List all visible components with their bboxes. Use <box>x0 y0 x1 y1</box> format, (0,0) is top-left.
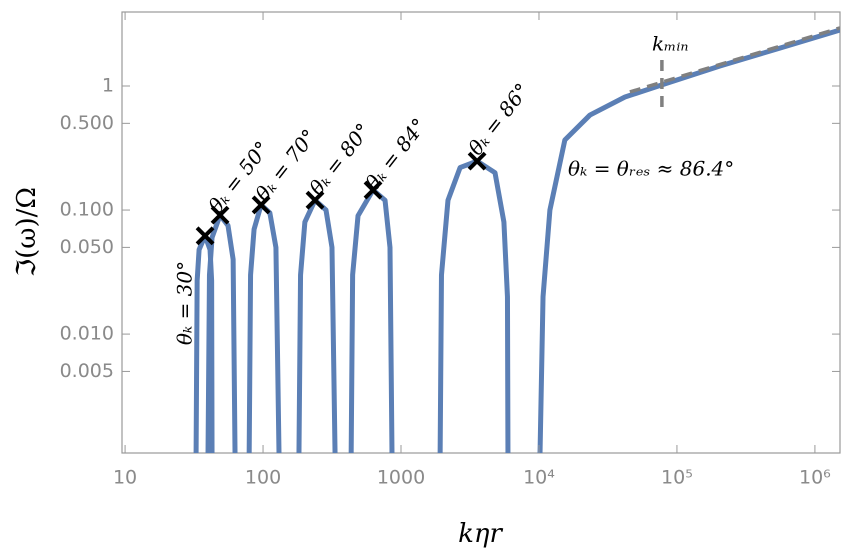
curve <box>296 197 338 453</box>
x-tick-label: 10⁴ <box>523 467 555 489</box>
x-tick-label: 1000 <box>377 467 425 489</box>
curve <box>348 187 395 453</box>
y-tick-label: 0.010 <box>60 323 114 345</box>
peak-marker <box>467 151 487 171</box>
y-tick-label: 0.100 <box>60 199 114 221</box>
annotation: θₖ = 30° <box>173 261 197 345</box>
peak-marker <box>195 226 215 246</box>
annotation: kₘᵢₙ <box>652 32 689 56</box>
plot-frame <box>121 11 841 454</box>
peak-marker <box>251 195 271 215</box>
y-tick-label: 0.050 <box>60 236 114 258</box>
curve <box>437 158 511 453</box>
reference-line <box>629 26 840 94</box>
y-tick-label: 0.005 <box>60 360 114 382</box>
y-tick-label: 1 <box>102 75 114 97</box>
peak-marker <box>363 180 383 200</box>
peak-marker <box>210 205 230 225</box>
x-tick-label: 10⁵ <box>661 467 693 489</box>
peak-marker <box>305 190 325 210</box>
plot-area <box>193 26 840 453</box>
y-axis-label: ℑ(ω)/Ω <box>12 187 42 277</box>
curve <box>537 27 840 453</box>
x-tick-label: 10⁶ <box>799 467 831 489</box>
annotation: θₖ = 86° <box>463 78 534 159</box>
y-tick-label: 0.500 <box>60 112 114 134</box>
annotation: θₖ = θᵣₑₛ ≈ 86.4° <box>568 157 734 181</box>
annotation: θₖ = 80° <box>304 118 375 199</box>
x-axis-label: kηr <box>458 519 503 549</box>
x-tick-label: 100 <box>245 467 281 489</box>
annotation: θₖ = 84° <box>360 113 431 194</box>
curve <box>246 202 282 453</box>
x-tick-label: 10 <box>113 467 137 489</box>
